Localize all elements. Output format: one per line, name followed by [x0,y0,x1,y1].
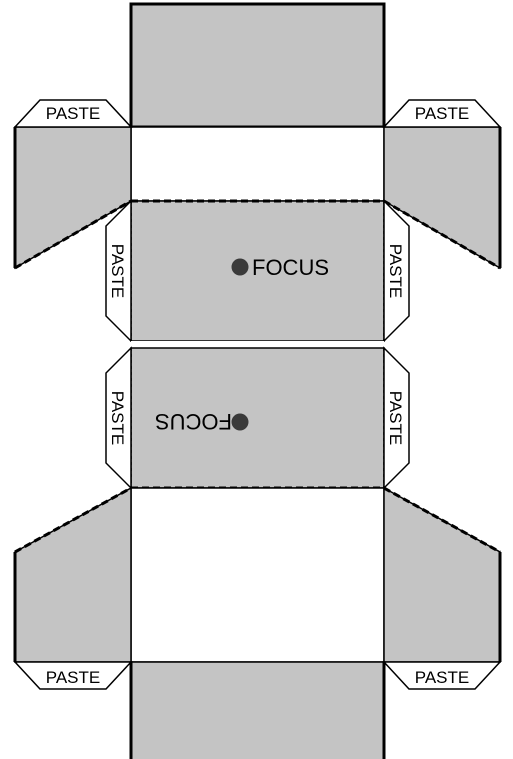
paste-tab-lower-right [383,346,410,490]
paste-tab-bottom-left [13,661,133,690]
paste-tab-upper-right [383,199,410,343]
bottom-panel [130,661,385,759]
paste-label-top-right: PASTE [415,104,469,123]
paste-label-bottom-right: PASTE [415,668,469,687]
paste-tab-bottom-right [382,661,502,690]
focus-dot-upper [231,258,249,276]
upper-white-band [130,126,385,202]
paste-tab-top-left [13,99,133,128]
paste-label-bottom-left: PASTE [46,668,100,687]
paste-label-upper-left: PASTE [108,244,127,298]
paste-tab-top-right [382,99,502,128]
lower-white-band [130,487,385,663]
lower-focus-panel [130,347,385,489]
top-panel [129,2,386,129]
focus-dot-lower [231,413,249,431]
paste-label-lower-left: PASTE [108,391,127,445]
paste-label-upper-right: PASTE [386,244,405,298]
paste-label-lower-right: PASTE [386,391,405,445]
focus-label-lower: FOCUS [155,409,232,434]
paste-tab-lower-left [105,346,132,490]
paste-label-top-left: PASTE [46,104,100,123]
lower-left-side-panel [14,486,132,663]
paste-tab-upper-left [105,199,132,343]
focus-label-upper: FOCUS [252,255,329,280]
lower-right-side-panel [383,486,501,663]
